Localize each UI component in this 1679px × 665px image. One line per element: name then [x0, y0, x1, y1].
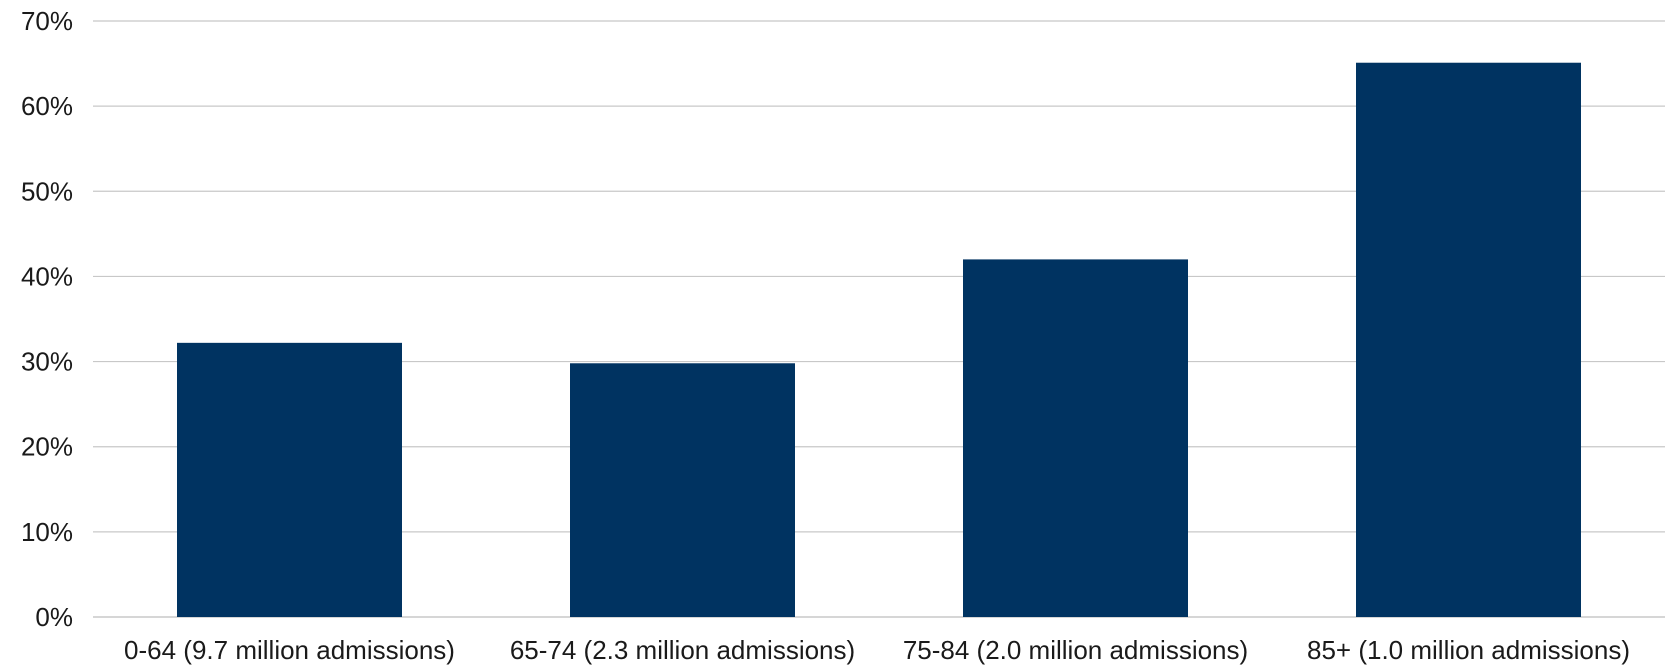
x-tick-label: 75-84 (2.0 million admissions) [903, 635, 1248, 665]
y-tick-label: 30% [21, 347, 73, 377]
x-tick-label: 85+ (1.0 million admissions) [1307, 635, 1630, 665]
x-axis-tick-labels: 0-64 (9.7 million admissions) 65-74 (2.3 … [124, 635, 1630, 665]
y-tick-label: 70% [21, 6, 73, 36]
x-tick-label: 0-64 (9.7 million admissions) [124, 635, 455, 665]
y-tick-label: 20% [21, 432, 73, 462]
y-axis-tick-labels: 0% 10% 20% 30% 40% 50% 60% 70% [21, 6, 73, 632]
y-tick-label: 0% [35, 602, 73, 632]
bars [177, 62, 1581, 618]
bar [963, 259, 1188, 617]
bar [1356, 62, 1581, 618]
y-tick-label: 10% [21, 517, 73, 547]
bar [570, 363, 795, 617]
x-tick-label: 65-74 (2.3 million admissions) [510, 635, 855, 665]
bar [177, 342, 402, 617]
y-tick-label: 40% [21, 261, 73, 291]
y-tick-label: 60% [21, 91, 73, 121]
y-tick-label: 50% [21, 176, 73, 206]
